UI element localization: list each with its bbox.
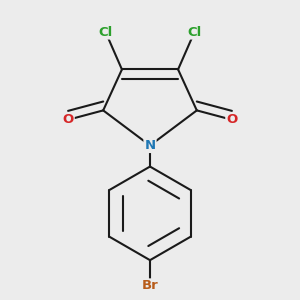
Text: O: O [226,113,238,126]
Text: Cl: Cl [98,26,113,38]
Text: Cl: Cl [187,26,202,38]
Text: Br: Br [142,279,158,292]
Text: O: O [62,113,74,126]
Text: N: N [144,139,156,152]
